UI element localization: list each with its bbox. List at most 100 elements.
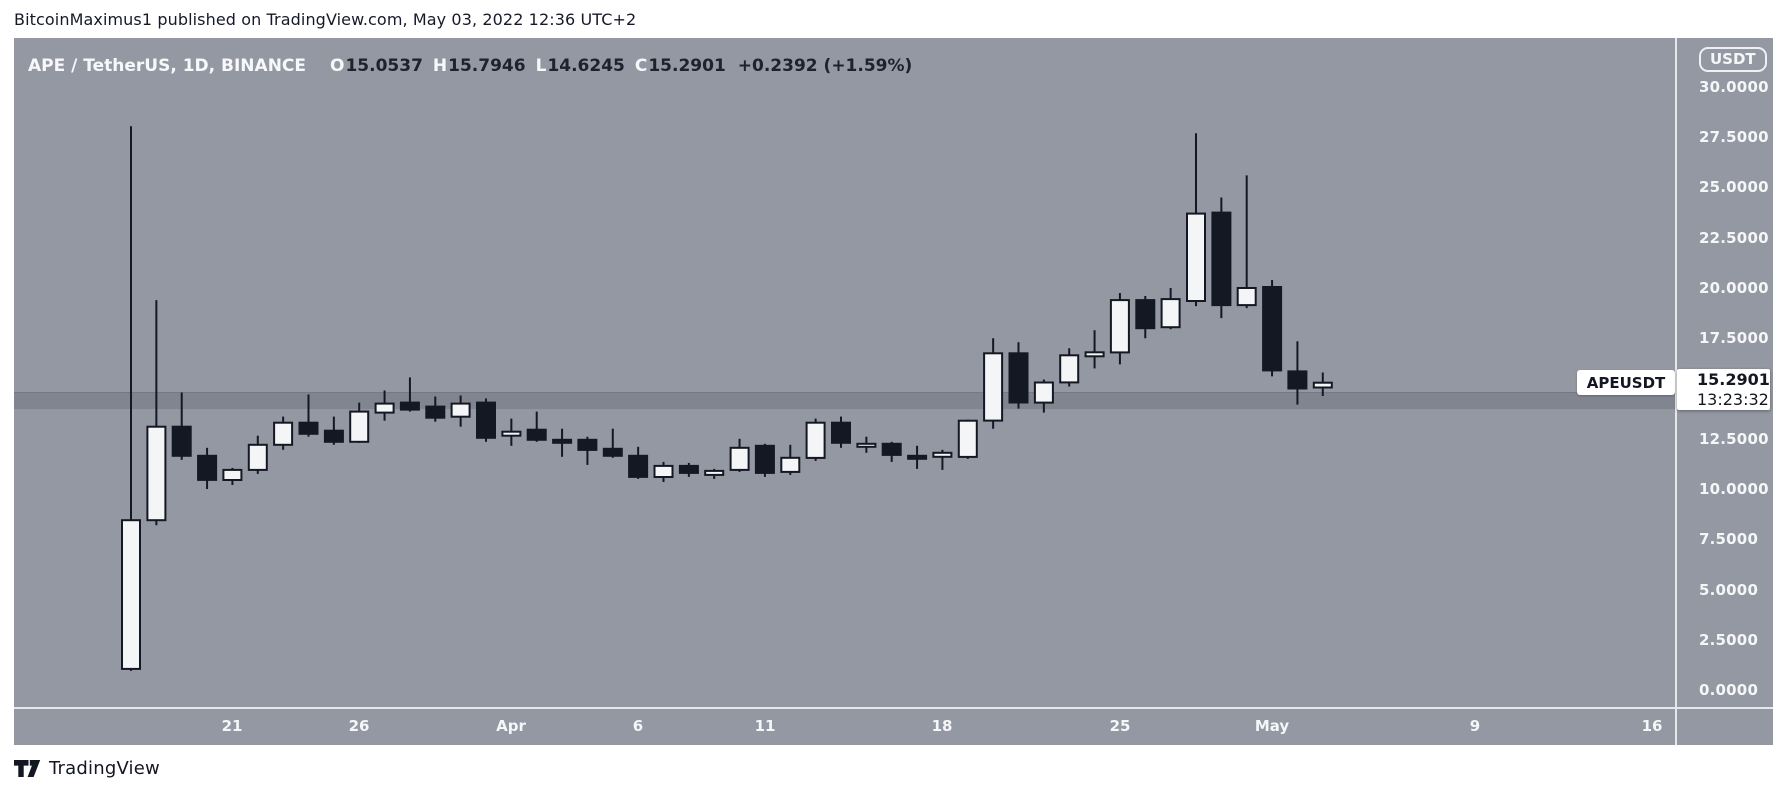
candle-up — [729, 438, 750, 472]
candle-down — [754, 443, 775, 477]
candle-up — [983, 338, 1004, 429]
candle-down — [907, 445, 928, 469]
candle-down — [323, 416, 344, 445]
currency-badge: USDT — [1699, 47, 1767, 72]
legend-open-label: O — [330, 56, 345, 76]
candle-up — [1236, 175, 1257, 309]
tradingview-footer[interactable]: TradingView — [14, 758, 160, 779]
candle-down — [1008, 342, 1029, 409]
time-tick: 25 — [1109, 717, 1131, 735]
legend-close-label: C — [634, 56, 648, 76]
time-tick: 26 — [348, 717, 370, 735]
time-tick: 6 — [632, 717, 644, 735]
candle-up — [273, 416, 294, 450]
time-tick: 9 — [1469, 717, 1481, 735]
candle-up — [501, 418, 522, 446]
candle-up — [704, 468, 725, 479]
tradingview-logo-icon — [14, 759, 41, 777]
time-tick: May — [1254, 717, 1290, 735]
legend-low-label: L — [535, 56, 547, 76]
candle-down — [1211, 197, 1232, 319]
candle-up — [374, 390, 395, 421]
legend-open-value: 15.0537 — [345, 56, 423, 76]
candle-up — [805, 418, 826, 461]
candle-up — [1160, 288, 1181, 330]
candle-up — [349, 402, 370, 443]
candle-down — [1135, 296, 1156, 339]
legend-low-value: 14.6245 — [547, 56, 625, 76]
candle-up — [957, 419, 978, 459]
candle-up — [1084, 330, 1105, 369]
candle-down — [881, 441, 902, 462]
attribution-text: BitcoinMaximus1 published on TradingView… — [14, 9, 637, 29]
candle-down — [552, 428, 573, 457]
price-tick: 10.0000 — [1699, 480, 1769, 498]
price-tick: 12.5000 — [1699, 430, 1769, 448]
last-price-symbol-tag: APEUSDT — [1577, 370, 1675, 395]
price-tick: 30.0000 — [1699, 78, 1769, 96]
price-tick: 7.5000 — [1699, 530, 1759, 548]
support-zone — [14, 392, 1675, 410]
time-tick: 21 — [221, 717, 243, 735]
time-tick: Apr — [496, 717, 526, 735]
candle-down — [602, 428, 623, 458]
price-tick: 0.0000 — [1699, 681, 1759, 699]
price-tick: 2.5000 — [1699, 631, 1759, 649]
legend-change: +0.2392 (+1.59%) — [737, 56, 913, 76]
candle-up — [1059, 348, 1080, 387]
price-axis[interactable]: USDT 30.0000 27.5000 25.0000 22.5000 20.0000… — [1677, 38, 1773, 707]
candle-up — [121, 126, 141, 671]
candle-down — [425, 396, 446, 422]
candle-up — [932, 449, 953, 470]
candle-up — [1033, 379, 1054, 413]
candle-down — [577, 436, 598, 465]
candle-up — [1312, 372, 1333, 396]
candle-up — [146, 300, 167, 526]
candle-up — [247, 435, 268, 474]
price-axis-separator — [1675, 38, 1677, 745]
price-pane[interactable]: APE / TetherUS, 1D, BINANCE O 15.0537 H … — [14, 38, 1675, 707]
price-tick: 20.0000 — [1699, 279, 1769, 297]
candle-down — [476, 398, 496, 442]
candlestick-series — [121, 126, 1333, 671]
legend-high-label: H — [432, 56, 448, 76]
candle-up — [856, 436, 877, 453]
price-tick: 5.0000 — [1699, 581, 1759, 599]
candle-down — [171, 392, 192, 460]
candle-down — [1262, 280, 1283, 377]
legend-high-value: 15.7946 — [448, 56, 526, 76]
price-tick: 27.5000 — [1699, 128, 1769, 146]
tradingview-brand-text: TradingView — [49, 758, 160, 779]
price-tick: 22.5000 — [1699, 229, 1769, 247]
candle-up — [1109, 293, 1130, 365]
time-axis-separator — [14, 707, 1773, 709]
last-price-value: 15.2901 — [1697, 370, 1770, 389]
attribution-bar: BitcoinMaximus1 published on TradingView… — [0, 0, 1791, 38]
candle-down — [526, 411, 547, 442]
time-tick: 18 — [931, 717, 953, 735]
candle-up — [1186, 133, 1206, 307]
chart-legend: APE / TetherUS, 1D, BINANCE O 15.0537 H … — [28, 54, 912, 78]
time-axis[interactable]: 21 26 Apr 6 11 18 25 May 9 16 — [14, 709, 1675, 745]
candle-down — [1287, 341, 1308, 405]
bar-countdown: 13:23:32 — [1697, 390, 1769, 409]
candle-up — [222, 467, 243, 485]
candle-down — [399, 377, 420, 412]
legend-close-value: 15.2901 — [648, 56, 726, 76]
price-tick: 17.5000 — [1699, 329, 1769, 347]
candle-down — [831, 416, 851, 448]
price-tick: 25.0000 — [1699, 178, 1769, 196]
candle-down — [197, 447, 218, 489]
time-tick: 16 — [1641, 717, 1663, 735]
candle-down — [628, 446, 649, 479]
chart-container[interactable]: APE / TetherUS, 1D, BINANCE O 15.0537 H … — [14, 38, 1773, 745]
time-tick: 11 — [754, 717, 776, 735]
legend-symbol: APE / TetherUS, 1D, BINANCE — [28, 56, 307, 76]
candle-down — [298, 394, 319, 437]
candle-up — [450, 395, 471, 427]
last-price-box: 15.2901 13:23:32 — [1677, 369, 1770, 410]
candle-up — [780, 444, 801, 475]
candle-down — [678, 462, 699, 477]
candle-up — [653, 461, 674, 482]
